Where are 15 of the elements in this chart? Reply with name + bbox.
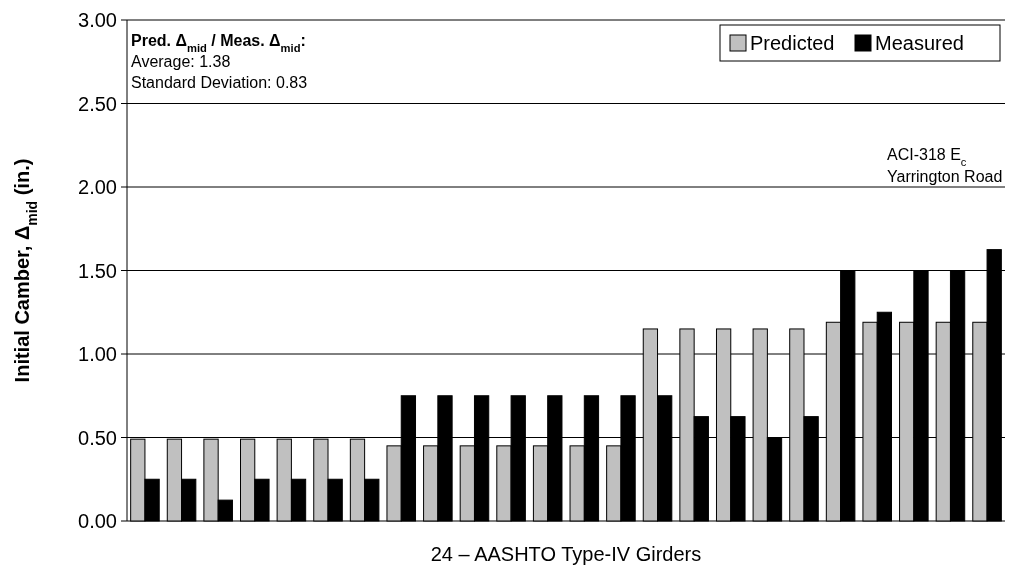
annotation: Standard Deviation: 0.83 — [131, 74, 308, 91]
legend-label: Predicted — [750, 32, 835, 54]
y-tick-label: 1.50 — [78, 259, 117, 282]
annotation: Pred. Δ$_{mid}$ / Meas. Δ$_{mid}$: — [131, 32, 306, 54]
y-tick-label: 3.00 — [78, 9, 117, 31]
annotation: Yarrington Road — [887, 168, 1003, 185]
y-tick-label: 2.50 — [78, 92, 117, 115]
x-axis-title: 24 – AASHTO Type-IV Girders — [430, 543, 702, 565]
y-tick-label: 1.00 — [78, 343, 117, 365]
annotation: Average: 1.38 — [131, 53, 231, 70]
legend-label: Measured — [875, 32, 964, 54]
y-tick-label: 0.00 — [78, 510, 117, 532]
annotation: ACI-318 E$_{c}$ — [887, 146, 967, 168]
y-tick-label: 0.50 — [78, 426, 117, 449]
y-tick-label: 2.00 — [78, 176, 117, 198]
